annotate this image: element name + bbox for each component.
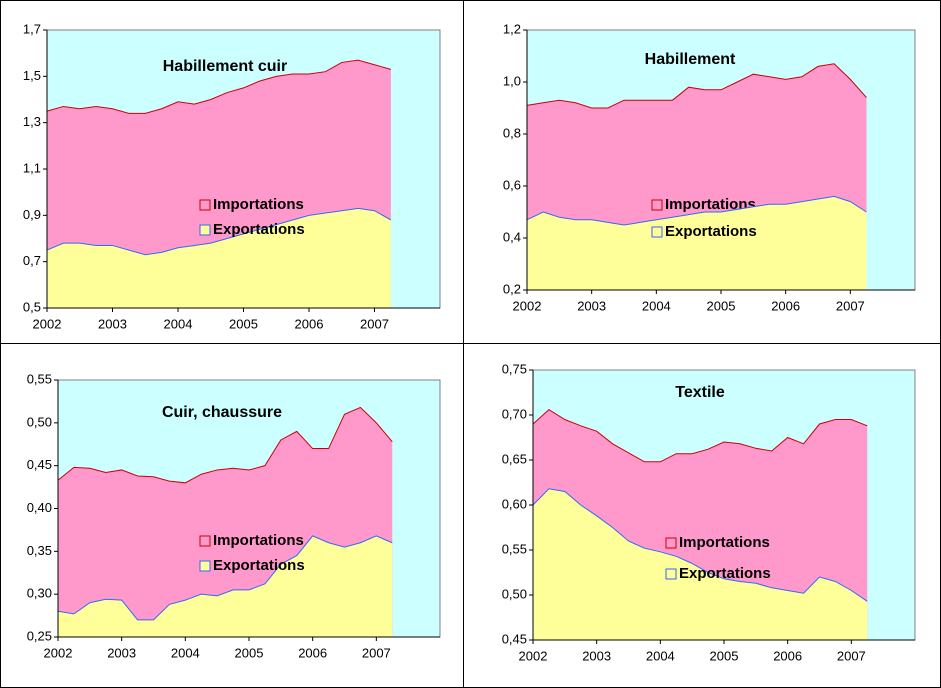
x-tick-label: 2005 bbox=[235, 645, 264, 660]
chart-title: Textile bbox=[675, 384, 725, 401]
area bbox=[527, 196, 867, 290]
y-tick-label: 0,60 bbox=[502, 496, 527, 511]
y-tick-label: 0,4 bbox=[503, 229, 521, 244]
x-tick-label: 2003 bbox=[577, 298, 606, 313]
area-edge bbox=[526, 195, 867, 226]
y-tick-label: 0,8 bbox=[503, 125, 521, 140]
x-tick-label: 2005 bbox=[707, 298, 736, 313]
y-tick-label: 0,25 bbox=[27, 628, 52, 643]
y-tick-label: 0,50 bbox=[27, 414, 52, 429]
x-tick-label: 2007 bbox=[837, 648, 866, 663]
x-tick-label: 2003 bbox=[98, 316, 127, 331]
y-tick-label: 1,7 bbox=[23, 21, 41, 36]
legend-label: Importations bbox=[213, 532, 304, 549]
y-tick-label: 1,0 bbox=[503, 73, 521, 88]
legend-label: Exportations bbox=[679, 565, 771, 582]
legend-swatch bbox=[665, 537, 677, 549]
y-tick-label: 0,65 bbox=[502, 451, 527, 466]
area-edge bbox=[46, 207, 392, 256]
chart-title: Habillement cuir bbox=[163, 58, 287, 75]
x-tick-label: 2007 bbox=[360, 316, 389, 331]
legend-swatch bbox=[199, 560, 211, 572]
x-tick-label: 2004 bbox=[164, 316, 193, 331]
x-tick-label: 2006 bbox=[298, 645, 327, 660]
x-tick-label: 2006 bbox=[771, 298, 800, 313]
area-edge bbox=[532, 408, 868, 463]
x-tick-label: 2002 bbox=[44, 645, 73, 660]
area-edge bbox=[57, 535, 393, 621]
y-tick-label: 1,3 bbox=[23, 114, 41, 129]
area-edge bbox=[46, 59, 392, 114]
y-tick-label: 0,50 bbox=[502, 586, 527, 601]
legend-label: Exportations bbox=[213, 221, 305, 238]
area-edge bbox=[57, 406, 393, 484]
x-tick-label: 2007 bbox=[836, 298, 865, 313]
area-edge bbox=[526, 63, 867, 109]
legend-swatch bbox=[651, 199, 663, 211]
y-tick-label: 0,30 bbox=[27, 586, 52, 601]
legend-swatch bbox=[665, 568, 677, 580]
area bbox=[58, 535, 393, 637]
area-edge bbox=[532, 488, 868, 602]
x-tick-label: 2002 bbox=[519, 648, 548, 663]
chart-title: Cuir, chaussure bbox=[162, 404, 282, 421]
legend-label: Exportations bbox=[213, 557, 305, 574]
area bbox=[47, 208, 391, 308]
y-tick-label: 0,75 bbox=[502, 361, 527, 376]
x-tick-label: 2002 bbox=[33, 316, 62, 331]
chart-title: Habillement bbox=[645, 51, 736, 68]
y-tick-label: 0,55 bbox=[502, 541, 527, 556]
y-tick-label: 0,40 bbox=[27, 500, 52, 515]
y-tick-label: 0,45 bbox=[502, 631, 527, 646]
y-tick-label: 0,9 bbox=[23, 207, 41, 222]
legend-swatch bbox=[199, 199, 211, 211]
x-tick-label: 2006 bbox=[295, 316, 324, 331]
x-tick-label: 2004 bbox=[642, 298, 671, 313]
legend-label: Importations bbox=[679, 534, 770, 551]
legend-swatch bbox=[199, 535, 211, 547]
y-tick-label: 1,5 bbox=[23, 68, 41, 83]
y-tick-label: 0,45 bbox=[27, 457, 52, 472]
area bbox=[533, 488, 868, 640]
y-tick-label: 0,5 bbox=[23, 299, 41, 314]
x-tick-label: 2004 bbox=[646, 648, 675, 663]
x-tick-label: 2005 bbox=[229, 316, 258, 331]
y-tick-label: 1,2 bbox=[503, 21, 521, 36]
legend-swatch bbox=[199, 224, 211, 236]
y-tick-label: 0,7 bbox=[23, 253, 41, 268]
x-tick-label: 2007 bbox=[362, 645, 391, 660]
y-tick-label: 0,35 bbox=[27, 543, 52, 558]
legend-label: Importations bbox=[213, 196, 304, 213]
legend-label: Exportations bbox=[665, 223, 757, 240]
x-tick-label: 2004 bbox=[171, 645, 200, 660]
x-tick-label: 2005 bbox=[710, 648, 739, 663]
x-tick-label: 2006 bbox=[773, 648, 802, 663]
y-tick-label: 0,55 bbox=[27, 371, 52, 386]
y-tick-label: 0,2 bbox=[503, 281, 521, 296]
legend-label: Importations bbox=[665, 196, 756, 213]
y-tick-label: 0,6 bbox=[503, 177, 521, 192]
x-tick-label: 2003 bbox=[582, 648, 611, 663]
x-tick-label: 2003 bbox=[107, 645, 136, 660]
y-tick-label: 1,1 bbox=[23, 160, 41, 175]
y-tick-label: 0,70 bbox=[502, 406, 527, 421]
x-tick-label: 2002 bbox=[513, 298, 542, 313]
legend-swatch bbox=[651, 226, 663, 238]
